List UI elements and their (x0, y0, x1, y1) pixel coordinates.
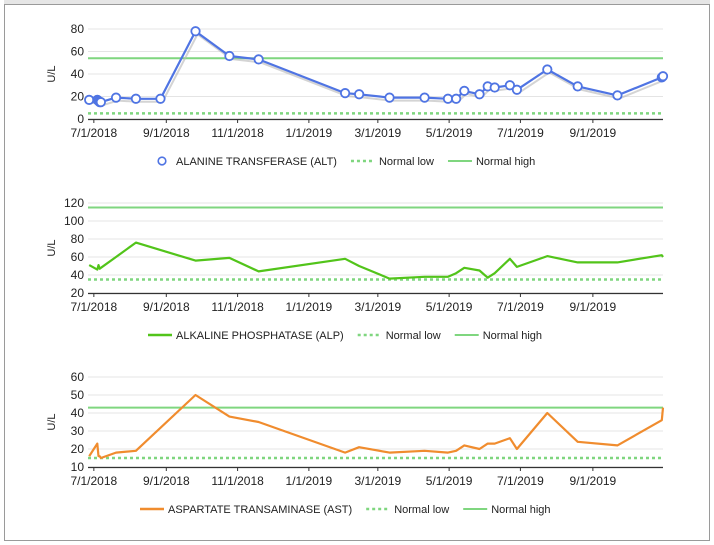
x-tick-label: 11/1/2018 (211, 126, 264, 140)
y-tick-label: 20 (71, 90, 85, 104)
legend-label: ALANINE TRANSFERASE (ALT) (176, 156, 337, 168)
legend-label: Normal high (491, 504, 550, 516)
x-tick-label: 11/1/2018 (211, 474, 264, 488)
x-tick-label: 3/1/2019 (354, 126, 401, 140)
data-point (419, 92, 430, 103)
data-point (384, 92, 395, 103)
y-tick-label: 20 (71, 442, 85, 456)
x-tick-label: 7/1/2019 (497, 300, 544, 314)
data-point (442, 93, 454, 104)
chart-alp: 20 40 60 80 100 120 U/L 7/1/2018 9/1/2018 11/1/20… (46, 196, 664, 342)
y-tick-label: 50 (71, 388, 85, 402)
y-axis-label: U/L (46, 239, 58, 256)
data-point (657, 71, 669, 82)
data-point (130, 93, 142, 104)
y-tick-label: 40 (71, 67, 85, 81)
data-point (572, 81, 583, 92)
y-tick-label: 100 (64, 214, 84, 228)
x-tick-label: 7/1/2018 (70, 474, 117, 488)
y-tick-label: 40 (71, 268, 85, 282)
data-point (253, 54, 264, 65)
x-tick-label: 9/1/2018 (143, 474, 190, 488)
series-shadow (91, 32, 666, 107)
data-point (340, 88, 351, 99)
data-point (511, 84, 523, 95)
data-point (504, 80, 516, 91)
series-line (89, 30, 664, 104)
x-tick-label: 5/1/2019 (426, 474, 473, 488)
y-axis-label: U/L (46, 413, 58, 430)
data-point (542, 64, 553, 75)
data-point (190, 26, 201, 37)
x-tick-label: 9/1/2018 (143, 126, 190, 140)
data-point (110, 92, 122, 103)
y-tick-label: 60 (71, 370, 85, 384)
x-tick-label: 7/1/2018 (70, 126, 117, 140)
y-tick-label: 60 (71, 45, 85, 59)
y-tick-label: 30 (71, 424, 85, 438)
data-point (489, 82, 500, 93)
y-tick-label: 0 (77, 112, 84, 126)
legend-label: Normal high (476, 156, 535, 168)
legend-label: ASPARTATE TRANSAMINASE (AST) (168, 504, 352, 516)
y-tick-label: 60 (71, 250, 85, 264)
x-tick-label: 7/1/2018 (70, 300, 117, 314)
data-point (84, 94, 95, 105)
legend-label: Normal low (386, 330, 441, 342)
x-tick-label: 9/1/2018 (143, 300, 190, 314)
series-line (88, 393, 665, 460)
data-point (95, 97, 106, 108)
x-tick-label: 1/1/2019 (286, 474, 333, 488)
x-tick-label: 1/1/2019 (286, 126, 333, 140)
x-tick-label: 9/1/2019 (570, 474, 617, 488)
legend-marker (157, 156, 167, 166)
legend-label: Normal high (483, 330, 542, 342)
legend-label: Normal low (394, 504, 449, 516)
legend-label: Normal low (379, 156, 434, 168)
x-tick-label: 1/1/2019 (286, 300, 333, 314)
chart-alt: 0 20 40 60 80 U/L 7/1/2018 9/1/2018 11/1/2018 1/1… (46, 22, 669, 168)
data-point (155, 93, 166, 104)
x-tick-label: 5/1/2019 (426, 126, 473, 140)
y-tick-label: 40 (71, 406, 85, 420)
data-point (354, 89, 365, 100)
x-tick-label: 7/1/2019 (497, 474, 544, 488)
y-tick-label: 20 (71, 286, 85, 300)
y-axis-label: U/L (46, 65, 58, 82)
top-scroll-edge (4, 0, 710, 4)
y-tick-label: 80 (71, 232, 85, 246)
x-tick-label: 9/1/2019 (570, 300, 617, 314)
series-line (88, 241, 664, 280)
data-point (451, 93, 462, 104)
data-point (612, 90, 623, 101)
x-tick-label: 11/1/2018 (211, 300, 264, 314)
data-point (224, 50, 235, 62)
y-tick-label: 120 (64, 196, 84, 210)
x-tick-label: 9/1/2019 (570, 126, 617, 140)
y-tick-label: 80 (71, 22, 85, 36)
x-tick-label: 3/1/2019 (354, 474, 401, 488)
x-tick-label: 5/1/2019 (426, 300, 473, 314)
x-tick-label: 7/1/2019 (497, 126, 544, 140)
chart-ast: 10 20 30 40 50 60 U/L 7/1/2018 9/1/2018 11/1/2018… (46, 370, 665, 516)
data-point (459, 85, 470, 96)
data-point (474, 89, 485, 100)
legend-label: ALKALINE PHOSPHATASE (ALP) (176, 330, 344, 342)
x-tick-label: 3/1/2019 (354, 300, 401, 314)
y-tick-label: 10 (71, 460, 85, 474)
